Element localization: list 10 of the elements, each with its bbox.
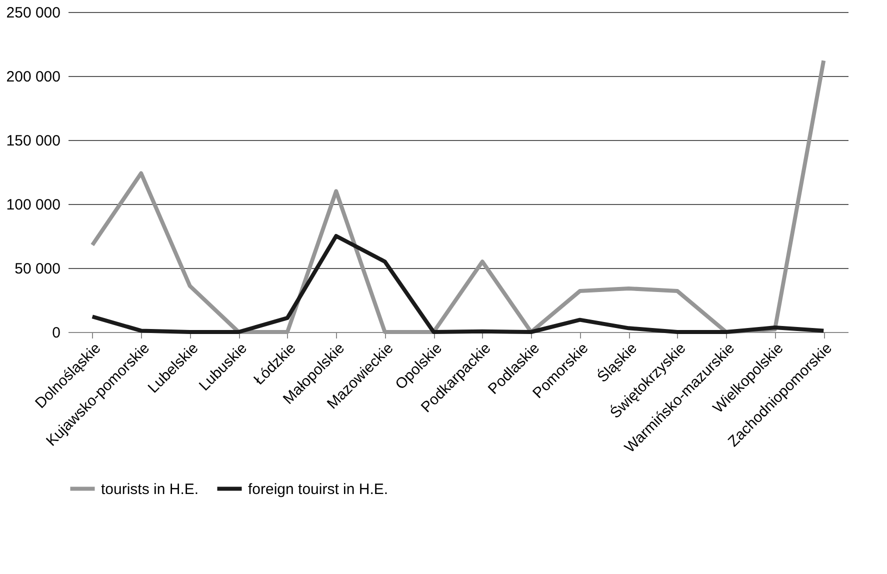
y-tick-label: 0	[52, 324, 60, 342]
y-tick-label: 250 000	[6, 4, 60, 22]
legend-label: foreign touirst in H.E.	[248, 480, 388, 498]
line-series	[90, 58, 826, 334]
legend-label: tourists in H.E.	[101, 480, 199, 498]
line-series	[90, 234, 826, 334]
y-tick-label: 150 000	[6, 132, 60, 150]
y-tick-label: 200 000	[6, 68, 60, 86]
y-tick-label: 50 000	[14, 260, 60, 278]
y-tick-label: 100 000	[6, 196, 60, 214]
